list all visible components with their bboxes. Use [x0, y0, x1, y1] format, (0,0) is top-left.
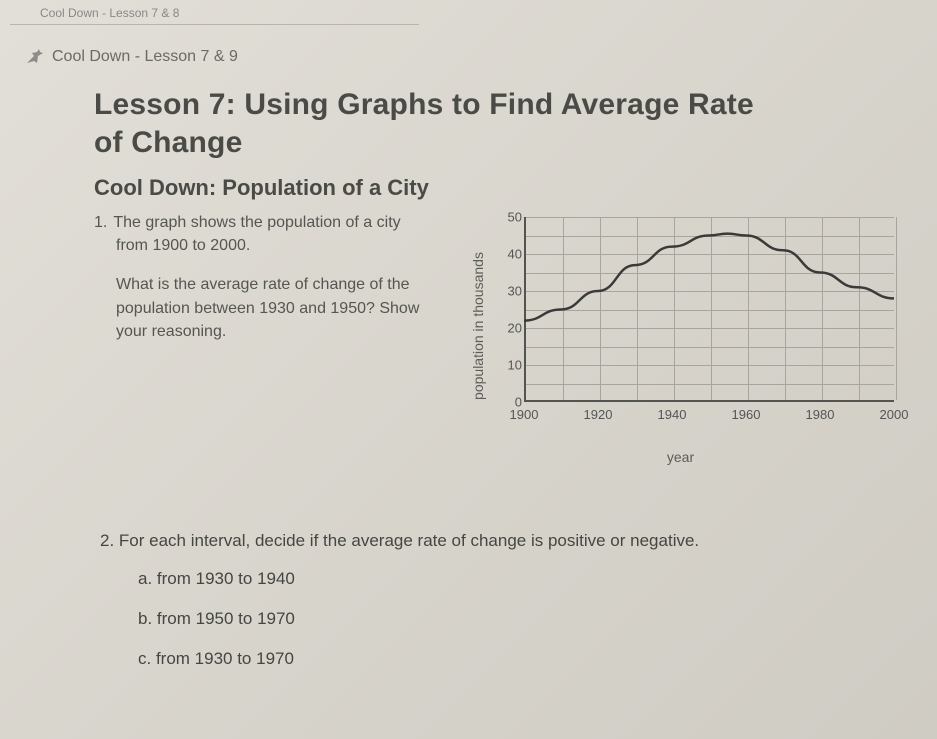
gridline-h [526, 254, 894, 255]
lesson-title-line2: of Change [94, 126, 242, 159]
question-2: 2. For each interval, decide if the aver… [94, 531, 877, 551]
gridline-v [674, 217, 675, 400]
xtick: 1980 [806, 407, 835, 422]
ytick: 30 [500, 284, 522, 299]
gridline-h [526, 347, 894, 348]
gridline-h [526, 384, 894, 385]
q1-p2a: What is the average rate of change of th… [116, 276, 410, 293]
gridline-h [526, 217, 894, 218]
gridline-v [859, 217, 860, 400]
gridline-h [526, 310, 894, 311]
q1-p1b: from 1900 to 2000. [116, 237, 250, 254]
gridline-v [637, 217, 638, 400]
gridline-v [748, 217, 749, 400]
xtick: 1920 [584, 407, 613, 422]
worksheet-page: Cool Down - Lesson 7 & 8 Cool Down - Les… [0, 0, 937, 739]
question-1-text: 1.The graph shows the population of a ci… [94, 211, 464, 343]
cooldown-subtitle: Cool Down: Population of a City [94, 175, 877, 201]
gridline-h [526, 273, 894, 274]
ytick: 50 [500, 210, 522, 225]
gridline-v [822, 217, 823, 400]
header-text: Cool Down - Lesson 7 & 9 [52, 48, 238, 66]
y-axis-label: population in thousands [470, 252, 486, 400]
q1-p2c: your reasoning. [116, 323, 226, 340]
question-1-row: 1.The graph shows the population of a ci… [94, 211, 877, 441]
population-chart: population in thousands year 01020304050… [484, 211, 877, 441]
q2-b: b. from 1950 to 1970 [138, 609, 877, 629]
q2-c: c. from 1930 to 1970 [138, 649, 877, 669]
gridline-h [526, 236, 894, 237]
gridline-v [785, 217, 786, 400]
content: Lesson 7: Using Graphs to Find Average R… [94, 86, 877, 669]
question-2-subs: a. from 1930 to 1940 b. from 1950 to 197… [94, 569, 877, 669]
gridline-h [526, 365, 894, 366]
gridline-v [896, 217, 897, 400]
xtick: 1960 [732, 407, 761, 422]
lesson-title: Lesson 7: Using Graphs to Find Average R… [94, 86, 877, 161]
xtick: 1940 [658, 407, 687, 422]
gridline-v [600, 217, 601, 400]
bird-icon [24, 46, 46, 68]
gridline-h [526, 291, 894, 292]
xtick: 2000 [880, 407, 909, 422]
gridline-v [711, 217, 712, 400]
q1-number: 1. [94, 214, 113, 231]
q1-p1a: The graph shows the population of a city [113, 214, 400, 231]
ytick: 20 [500, 321, 522, 336]
q1-p2b: population between 1930 and 1950? Show [116, 300, 419, 317]
q2-a: a. from 1930 to 1940 [138, 569, 877, 589]
q2-number: 2. [100, 531, 114, 550]
gridline-v [563, 217, 564, 400]
xtick: 1900 [510, 407, 539, 422]
q2-text: For each interval, decide if the average… [119, 531, 699, 550]
top-tab-label: Cool Down - Lesson 7 & 8 [10, 6, 419, 25]
lesson-title-line1: Lesson 7: Using Graphs to Find Average R… [94, 88, 754, 121]
gridline-h [526, 328, 894, 329]
ytick: 10 [500, 358, 522, 373]
x-axis-label: year [667, 449, 694, 465]
ytick: 40 [500, 247, 522, 262]
q1-p2: What is the average rate of change of th… [116, 273, 464, 343]
header-line: Cool Down - Lesson 7 & 9 [24, 46, 917, 68]
plot-area [524, 217, 894, 402]
